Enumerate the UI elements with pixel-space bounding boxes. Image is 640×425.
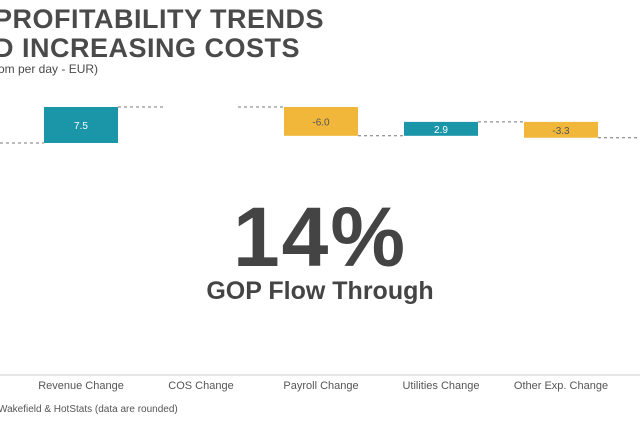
bar-payroll-change [284,107,358,136]
category-label-other-exp-change: Other Exp. Change [514,380,608,392]
category-label-payroll-change: Payroll Change [283,380,358,392]
connector-lines [0,106,640,144]
value-label-revenue-change: 7.5 [74,121,88,132]
gop-flow-through-value: 14% [232,190,408,284]
bar-utilities-change [404,121,478,136]
category-label-utilities-change: Utilities Change [402,380,479,392]
category-label-cos-change: COS Change [168,380,233,392]
bar-other-exp-change [524,121,598,138]
chart-subtitle: om per day - EUR) [0,62,99,76]
bar-revenue-change [44,107,118,143]
chart-title-line-1: PROFITABILITY TRENDS [0,4,325,34]
value-labels: 7.5 -6.0 2.9 -3.3 [74,117,570,136]
chart-title-line-2: D INCREASING COSTS [0,33,301,63]
source-note: Wakefield & HotStats (data are rounded) [0,404,178,415]
gop-flow-through-caption: GOP Flow Through [206,277,434,305]
category-labels: Revenue Change COS Change Payroll Change Ut… [38,380,608,392]
value-label-utilities-change: 2.9 [434,125,448,136]
bars [44,107,598,143]
value-label-payroll-change: -6.0 [312,117,330,128]
category-label-revenue-change: Revenue Change [38,380,124,392]
value-label-other-exp-change: -3.3 [552,126,570,137]
